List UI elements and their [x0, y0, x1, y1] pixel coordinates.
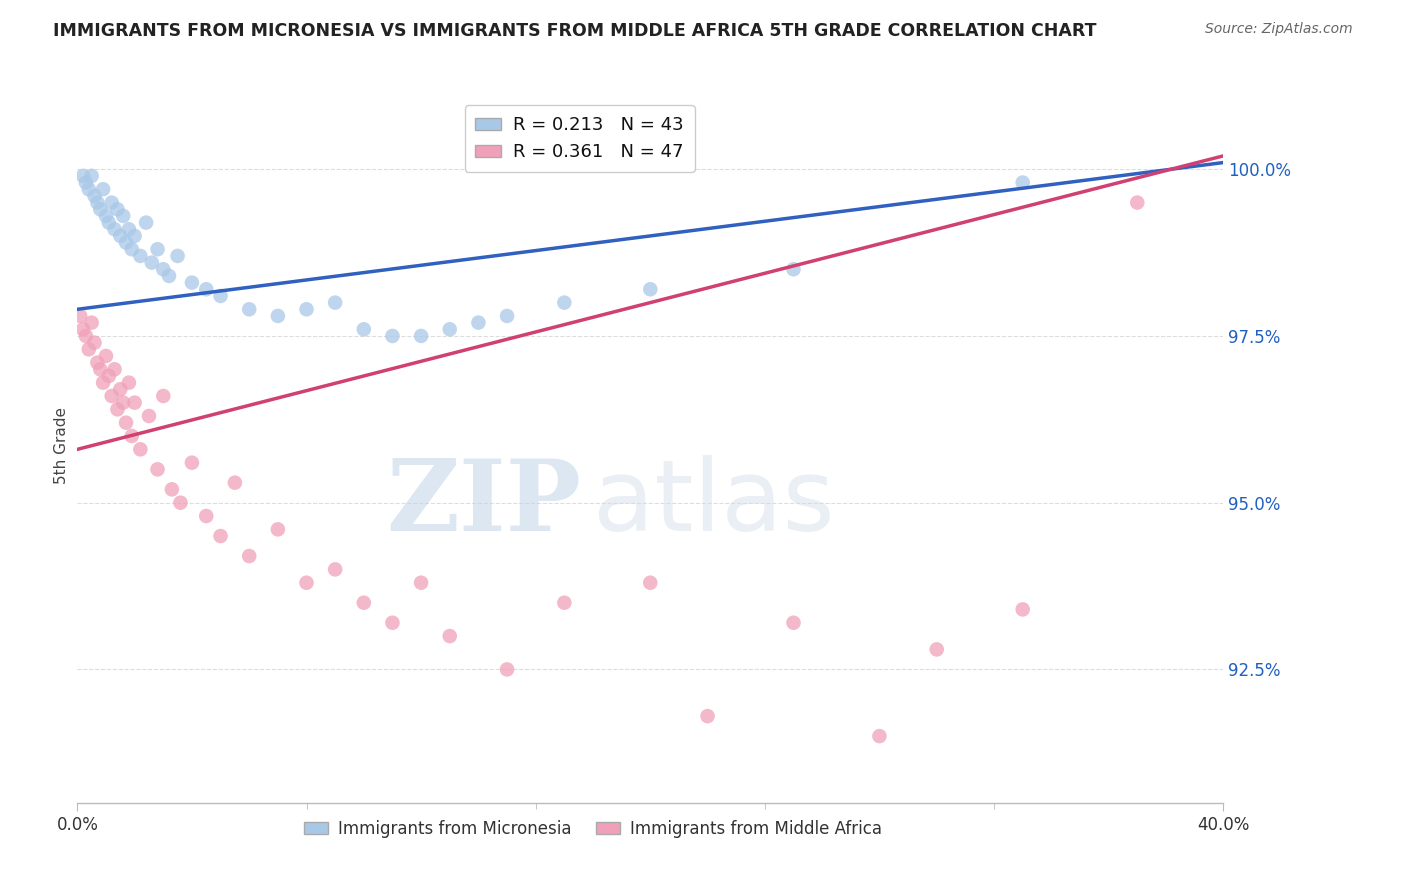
Point: [1011, 176, 1033, 190]
Point: [381, 329, 404, 343]
Point: [353, 596, 375, 610]
Point: [112, 395, 135, 409]
Point: [77, 343, 100, 357]
Point: [97, 368, 120, 383]
Point: [381, 615, 404, 630]
Point: [1011, 602, 1033, 616]
Point: [110, 228, 132, 243]
Point: [107, 402, 129, 417]
Point: [169, 496, 191, 510]
Point: [121, 429, 143, 443]
Point: [267, 309, 290, 323]
Point: [195, 509, 218, 524]
Point: [353, 322, 375, 336]
Point: [467, 316, 489, 330]
Point: [110, 382, 132, 396]
Point: [195, 282, 218, 296]
Point: [86, 356, 108, 370]
Point: [782, 262, 804, 277]
Point: [209, 289, 232, 303]
Point: [238, 302, 260, 317]
Point: [115, 416, 138, 430]
Point: [107, 202, 129, 217]
Point: [121, 242, 143, 256]
Point: [553, 596, 575, 610]
Text: atlas: atlas: [593, 455, 835, 551]
Point: [129, 442, 152, 457]
Point: [129, 249, 152, 263]
Point: [118, 376, 141, 390]
Point: [209, 529, 232, 543]
Point: [295, 302, 318, 317]
Point: [138, 409, 160, 423]
Point: [124, 228, 146, 243]
Point: [69, 309, 91, 323]
Point: [925, 642, 948, 657]
Point: [89, 362, 111, 376]
Point: [77, 182, 100, 196]
Legend: Immigrants from Micronesia, Immigrants from Middle Africa: Immigrants from Micronesia, Immigrants f…: [298, 814, 889, 845]
Point: [180, 456, 204, 470]
Point: [112, 209, 135, 223]
Point: [91, 376, 114, 390]
Point: [160, 483, 183, 497]
Point: [696, 709, 718, 723]
Point: [97, 216, 120, 230]
Point: [94, 209, 117, 223]
Point: [238, 549, 260, 563]
Point: [553, 295, 575, 310]
Point: [152, 262, 174, 277]
Point: [146, 242, 169, 256]
Point: [224, 475, 246, 490]
Point: [118, 222, 141, 236]
Point: [157, 268, 180, 283]
Point: [135, 216, 157, 230]
Point: [100, 389, 122, 403]
Point: [640, 282, 662, 296]
Text: Source: ZipAtlas.com: Source: ZipAtlas.com: [1205, 22, 1353, 37]
Text: ZIP: ZIP: [387, 455, 582, 551]
Point: [411, 575, 433, 590]
Point: [75, 329, 97, 343]
Point: [103, 362, 125, 376]
Point: [323, 295, 346, 310]
Point: [80, 316, 103, 330]
Point: [439, 322, 461, 336]
Point: [80, 169, 103, 183]
Point: [91, 182, 114, 196]
Point: [295, 575, 318, 590]
Point: [869, 729, 891, 743]
Point: [323, 562, 346, 576]
Point: [166, 249, 188, 263]
Point: [103, 222, 125, 236]
Point: [94, 349, 117, 363]
Point: [124, 395, 146, 409]
Point: [496, 309, 519, 323]
Point: [496, 662, 519, 676]
Point: [100, 195, 122, 210]
Point: [83, 335, 105, 350]
Point: [72, 169, 94, 183]
Point: [1126, 195, 1149, 210]
Point: [267, 522, 290, 536]
Point: [86, 195, 108, 210]
Point: [782, 615, 804, 630]
Point: [72, 322, 94, 336]
Point: [89, 202, 111, 217]
Point: [180, 276, 204, 290]
Point: [640, 575, 662, 590]
Point: [152, 389, 174, 403]
Point: [83, 189, 105, 203]
Point: [141, 255, 163, 269]
Point: [146, 462, 169, 476]
Point: [75, 176, 97, 190]
Y-axis label: 5th Grade: 5th Grade: [53, 408, 69, 484]
Text: IMMIGRANTS FROM MICRONESIA VS IMMIGRANTS FROM MIDDLE AFRICA 5TH GRADE CORRELATIO: IMMIGRANTS FROM MICRONESIA VS IMMIGRANTS…: [53, 22, 1097, 40]
Point: [411, 329, 433, 343]
Point: [115, 235, 138, 250]
Point: [439, 629, 461, 643]
